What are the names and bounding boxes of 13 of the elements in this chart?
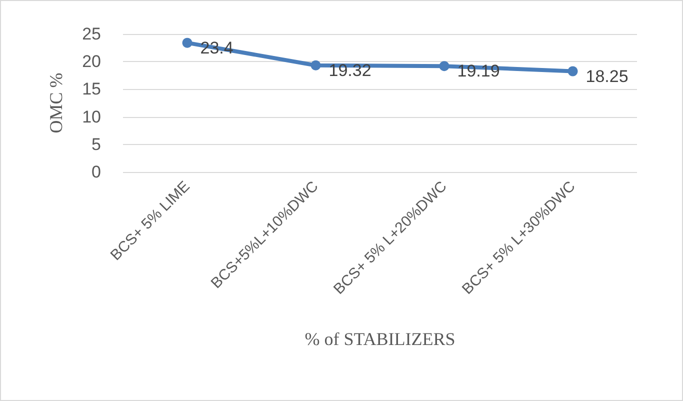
- y-tick-label: 10: [82, 107, 101, 126]
- point: [182, 38, 192, 48]
- data-label: 18.25: [586, 66, 628, 86]
- y-tick-label: 5: [92, 134, 101, 154]
- point: [310, 60, 321, 70]
- x-axis-title: % of STABILIZERS: [304, 329, 456, 349]
- y-tick-label: 15: [82, 80, 101, 99]
- y-axis-title: OMC %: [46, 72, 66, 134]
- point: [568, 66, 578, 76]
- point: [439, 61, 450, 72]
- y-tick-label: 0: [92, 162, 101, 182]
- y-tick-label: 20: [82, 52, 101, 72]
- y-tick-label: 25: [82, 24, 101, 44]
